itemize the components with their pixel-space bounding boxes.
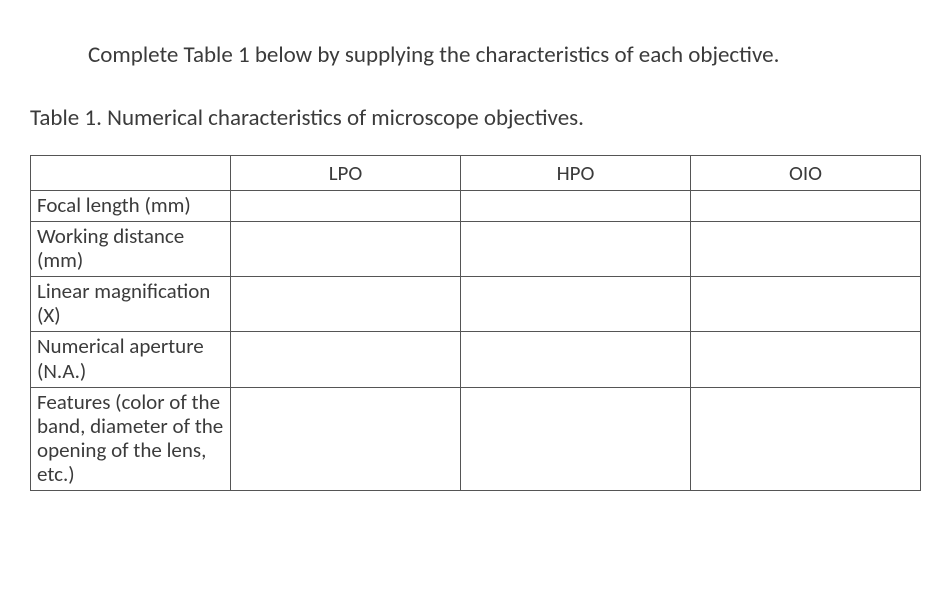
table-corner-cell [31, 155, 231, 190]
table-row: Features (color of the band, diameter of… [31, 387, 921, 491]
cell-working-distance-lpo [231, 221, 461, 276]
col-header-lpo: LPO [231, 155, 461, 190]
objectives-table: LPO HPO OIO Focal length (mm) Working di… [30, 155, 921, 492]
col-header-hpo: HPO [461, 155, 691, 190]
cell-working-distance-oio [691, 221, 921, 276]
cell-numerical-aperture-lpo [231, 332, 461, 387]
cell-linear-magnification-hpo [461, 277, 691, 332]
worksheet-page: Complete Table 1 below by supplying the … [0, 0, 945, 589]
table-caption: Table 1. Numerical characteristics of mi… [30, 104, 915, 132]
cell-features-lpo [231, 387, 461, 491]
row-label-numerical-aperture: Numerical aperture (N.A.) [31, 332, 231, 387]
cell-numerical-aperture-oio [691, 332, 921, 387]
table-row: Numerical aperture (N.A.) [31, 332, 921, 387]
cell-features-oio [691, 387, 921, 491]
table-row: Working distance (mm) [31, 221, 921, 276]
cell-focal-length-hpo [461, 190, 691, 221]
row-label-working-distance: Working distance (mm) [31, 221, 231, 276]
table-header-row: LPO HPO OIO [31, 155, 921, 190]
row-label-focal-length: Focal length (mm) [31, 190, 231, 221]
col-header-oio: OIO [691, 155, 921, 190]
instruction-text: Complete Table 1 below by supplying the … [88, 41, 915, 70]
table-row: Focal length (mm) [31, 190, 921, 221]
cell-working-distance-hpo [461, 221, 691, 276]
cell-focal-length-oio [691, 190, 921, 221]
row-label-linear-magnification: Linear magnification (X) [31, 277, 231, 332]
cell-focal-length-lpo [231, 190, 461, 221]
cell-linear-magnification-lpo [231, 277, 461, 332]
cell-linear-magnification-oio [691, 277, 921, 332]
row-label-features: Features (color of the band, diameter of… [31, 387, 231, 491]
cell-numerical-aperture-hpo [461, 332, 691, 387]
cell-features-hpo [461, 387, 691, 491]
table-row: Linear magnification (X) [31, 277, 921, 332]
